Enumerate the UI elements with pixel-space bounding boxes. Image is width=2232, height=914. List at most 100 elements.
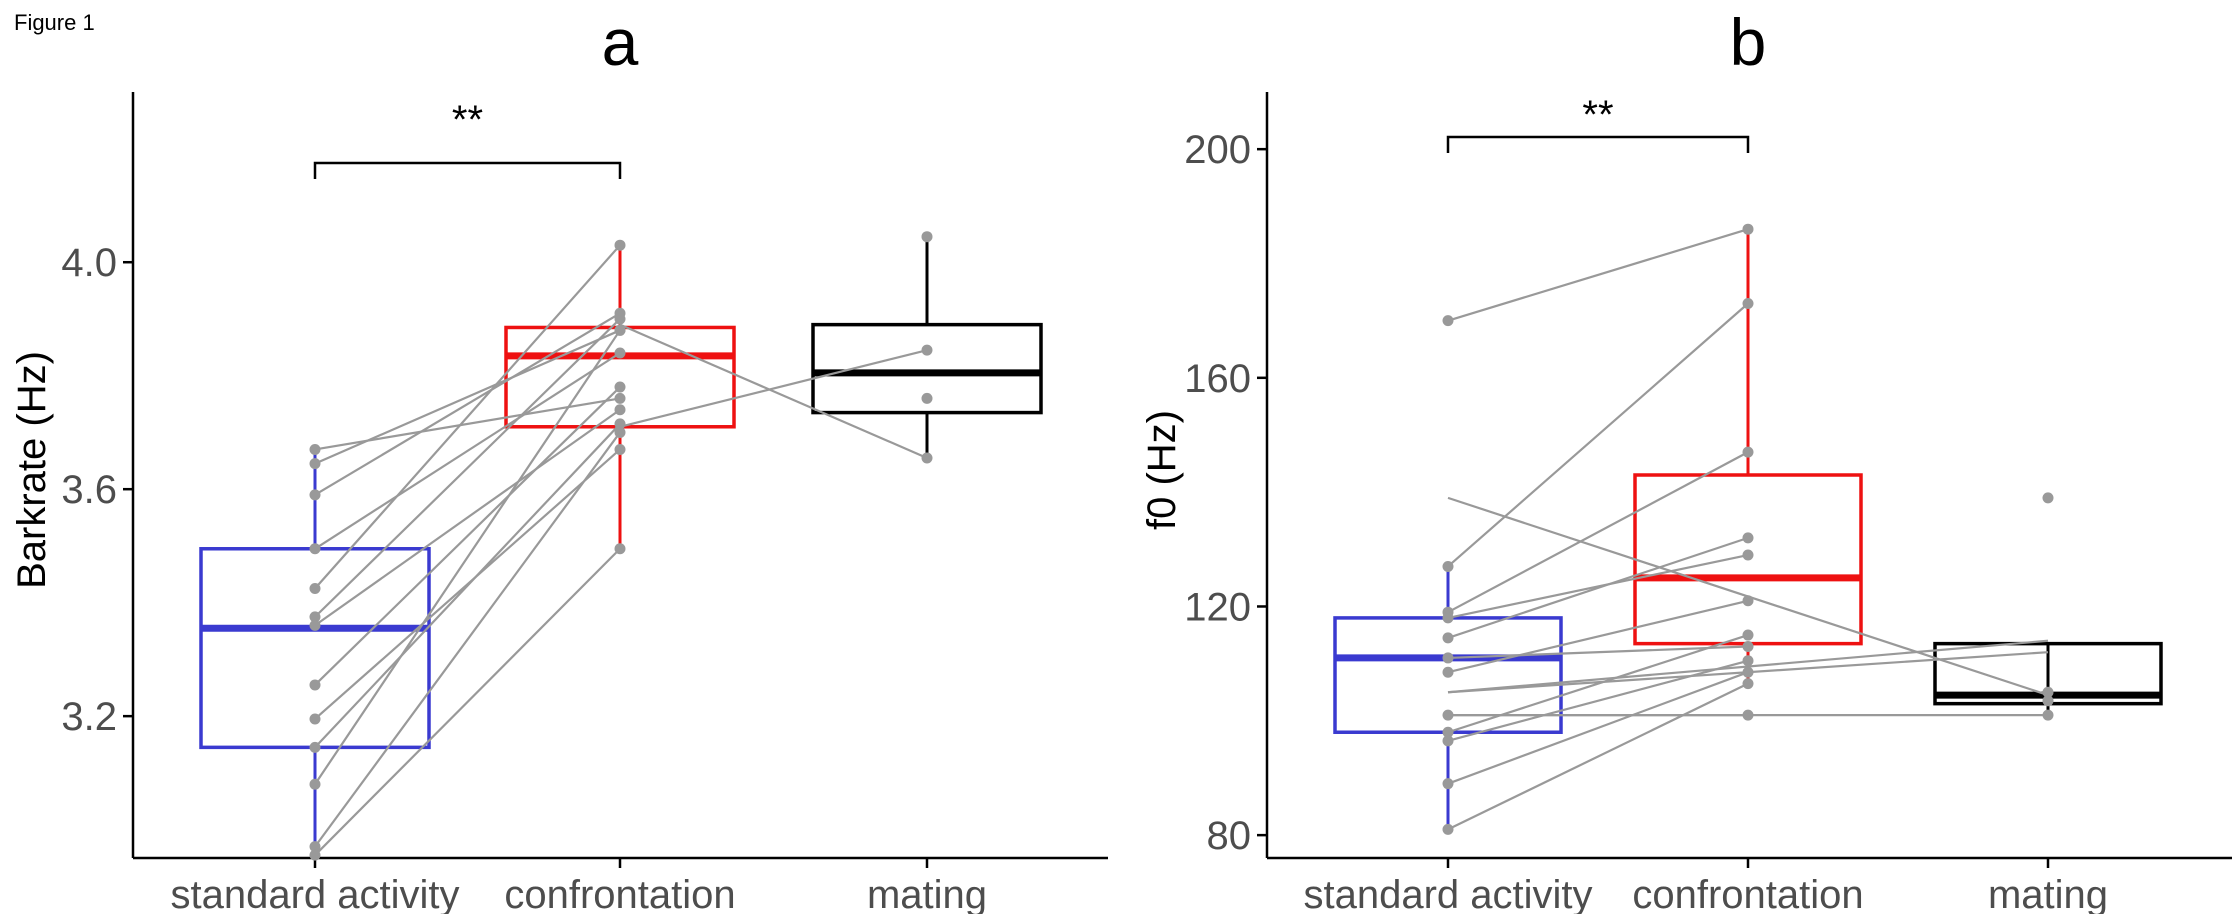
- significance-bracket: **: [313, 98, 622, 179]
- paired-line: [1447, 682, 1749, 831]
- y-tick-label: 160: [1184, 357, 1251, 401]
- point-mating: [921, 231, 933, 243]
- box-iqr: [811, 322, 1043, 415]
- bracket-line: [313, 161, 622, 179]
- point-confrontation: [614, 347, 626, 359]
- point-confrontation: [1742, 655, 1754, 667]
- x-tick-label: standard activity: [1303, 873, 1592, 914]
- point-confrontation: [614, 418, 626, 430]
- point-standard: [309, 849, 321, 861]
- point-confrontation: [1742, 223, 1754, 235]
- significance-bracket: **: [1446, 93, 1750, 153]
- paired-line: [1447, 228, 1749, 322]
- mating-line: [619, 323, 928, 459]
- point-standard: [1442, 315, 1454, 327]
- paired-line: [314, 244, 621, 590]
- point-standard: [1442, 666, 1454, 678]
- point-standard: [1442, 726, 1454, 738]
- point-standard: [1442, 560, 1454, 572]
- point-confrontation: [614, 426, 626, 438]
- point-standard: [309, 543, 321, 555]
- paired-line: [314, 329, 621, 465]
- paired-line: [1447, 536, 1749, 639]
- point-standard: [309, 679, 321, 691]
- point-standard: [1442, 823, 1454, 835]
- panel-title: b: [1730, 5, 1767, 79]
- paired-line: [314, 329, 621, 785]
- panel-title: a: [602, 5, 639, 79]
- point-standard: [309, 778, 321, 790]
- point-confrontation: [614, 313, 626, 325]
- y-tick-label: 3.6: [61, 468, 117, 512]
- data-points: [309, 231, 933, 861]
- point-mating: [921, 392, 933, 404]
- point-standard: [309, 458, 321, 470]
- paired-line: [1447, 553, 1749, 619]
- point-confrontation: [1742, 595, 1754, 607]
- paired-line: [1447, 634, 1749, 734]
- paired-line: [314, 386, 621, 686]
- x-tick-label: mating: [867, 873, 987, 914]
- paired-line: [314, 431, 621, 848]
- point-confrontation: [1742, 549, 1754, 561]
- point-confrontation: [1742, 640, 1754, 652]
- y-tick-label: 3.2: [61, 695, 117, 739]
- mating-line: [619, 349, 928, 428]
- x-tick-label: mating: [1988, 873, 2108, 914]
- point-confrontation: [1742, 446, 1754, 458]
- y-tick-label: 80: [1207, 814, 1252, 858]
- point-confrontation: [1742, 709, 1754, 721]
- point-standard: [309, 619, 321, 631]
- box-standard-activity: [199, 449, 431, 858]
- point-confrontation: [1742, 532, 1754, 544]
- point-standard: [309, 713, 321, 725]
- point-mating: [2042, 695, 2054, 707]
- paired-line: [1447, 645, 1749, 660]
- figure-label: Figure 1: [14, 10, 95, 35]
- point-standard: [1442, 632, 1454, 644]
- point-standard: [1442, 612, 1454, 624]
- paired-line: [1447, 599, 1749, 674]
- point-confrontation: [614, 443, 626, 455]
- point-confrontation: [614, 404, 626, 416]
- point-confrontation: [614, 392, 626, 404]
- paired-line: [1447, 671, 1749, 785]
- point-confrontation: [614, 381, 626, 393]
- point-confrontation: [614, 239, 626, 251]
- paired-line: [314, 312, 621, 496]
- panel-b: b f0 (Hz) 80 120 160 200 standard activity conf…: [1140, 5, 2232, 914]
- y-axis-title: Barkrate (Hz): [10, 351, 54, 589]
- paired-line: [1447, 302, 1749, 568]
- paired-line: [314, 423, 621, 749]
- y-tick-label: 4.0: [61, 241, 117, 285]
- point-confrontation: [1742, 666, 1754, 678]
- point-standard: [309, 443, 321, 455]
- paired-line: [314, 547, 621, 856]
- point-confrontation: [1742, 629, 1754, 641]
- point-standard: [1442, 652, 1454, 664]
- paired-line: [1447, 451, 1749, 614]
- data-points: [1442, 223, 2054, 835]
- point-standard: [1442, 709, 1454, 721]
- point-confrontation: [1742, 298, 1754, 310]
- box-mating: [811, 236, 1043, 458]
- paired-line: [314, 352, 621, 550]
- point-confrontation: [614, 324, 626, 336]
- point-mating: [2042, 686, 2054, 698]
- bracket-line: [1446, 135, 1750, 153]
- point-mating: [2042, 492, 2054, 504]
- point-standard: [309, 489, 321, 501]
- point-confrontation: [1742, 678, 1754, 690]
- point-mating: [921, 452, 933, 464]
- point-standard: [309, 611, 321, 623]
- y-tick-label: 120: [1184, 585, 1251, 629]
- point-standard: [309, 582, 321, 594]
- panel-a: a Barkrate (Hz) 3.2 3.6 4.0 standard activity…: [10, 5, 1108, 914]
- significance-label: **: [452, 98, 483, 142]
- mating-line: [1447, 639, 2049, 694]
- significance-label: **: [1582, 93, 1613, 137]
- point-standard: [309, 741, 321, 753]
- paired-line: [1447, 659, 1749, 742]
- point-standard: [309, 841, 321, 853]
